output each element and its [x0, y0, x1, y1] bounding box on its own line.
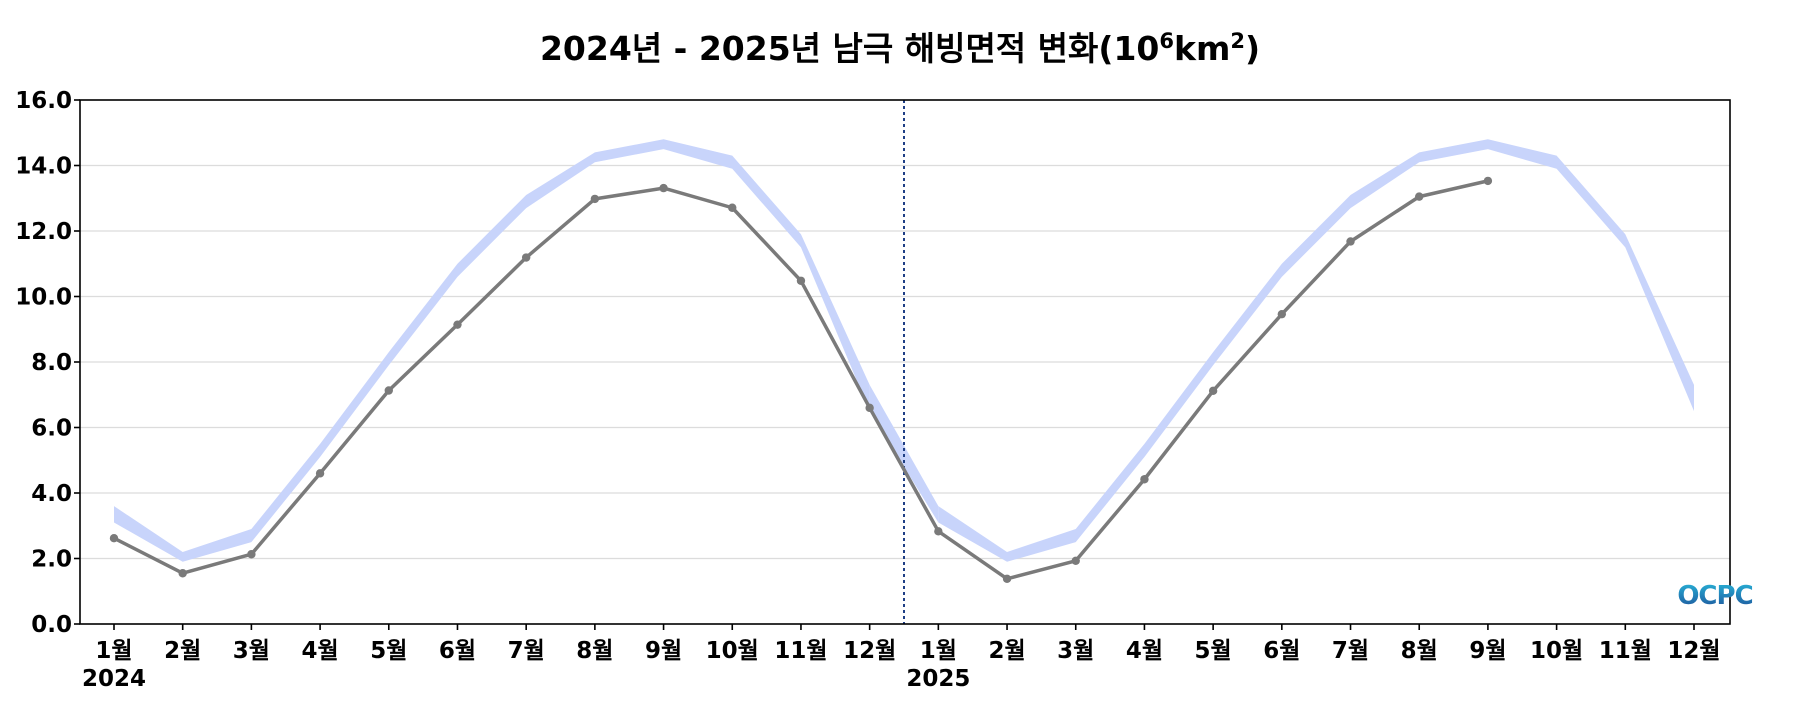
climatology-band-1: [114, 139, 870, 562]
x-tick-label-14: 2월: [988, 638, 1025, 664]
observed-point-11: [796, 276, 806, 285]
x-tick-label-21: 9월: [1469, 638, 1506, 664]
title-exponent-2: 2: [1230, 29, 1245, 53]
chart-title: 2024년 - 2025년 남극 해빙면적 변화(106km2): [540, 29, 1260, 68]
x-tick-label-22: 10월: [1530, 638, 1583, 664]
climatology-band-link: [869, 384, 939, 523]
observed-point-14: [1002, 574, 1012, 584]
x-tick-label-8: 8월: [576, 638, 613, 664]
x-axis-ticks: 1월 2월 3월 4월 5월 6월 7월 8월 9월 10월 11월 12월 1월 2월 3월 4월 5월 6월 7…: [95, 624, 1721, 664]
observed-point-4: [315, 469, 325, 478]
x-tick-label-16: 4월: [1126, 638, 1163, 664]
year-labels: 2024 2025: [82, 666, 970, 692]
observed-point-8: [590, 194, 600, 204]
observed-point-10: [728, 203, 737, 212]
x-tick-label-5: 5월: [370, 638, 407, 664]
observed-point-6: [453, 320, 462, 329]
y-tick-label-1: 2.0: [31, 547, 72, 573]
x-tick-label-6: 6월: [439, 638, 476, 664]
x-tick-label-2: 2월: [164, 638, 201, 664]
observed-point-7: [521, 253, 531, 262]
ocpc-logo: OCPC: [1677, 581, 1753, 611]
year-label-2024: 2024: [82, 666, 146, 692]
y-tick-label-0: 0.0: [31, 612, 72, 638]
y-tick-label-8: 16.0: [15, 88, 72, 114]
grid: [80, 164, 1730, 560]
x-tick-label-19: 7월: [1332, 638, 1369, 664]
climatology-band-layer: [114, 139, 1694, 562]
observed-points-layer: [109, 176, 1493, 584]
observed-point-5: [384, 386, 393, 395]
x-tick-label-23: 11월: [1599, 638, 1652, 664]
x-tick-label-7: 7월: [508, 638, 545, 664]
x-tick-label-17: 5월: [1195, 638, 1232, 664]
observed-point-9: [659, 183, 668, 193]
y-tick-label-7: 14.0: [15, 154, 72, 180]
x-tick-label-1: 1월: [95, 638, 132, 664]
observed-point-20: [1415, 192, 1424, 201]
y-axis-ticks: 0.0 2.0 4.0 6.0 8.0 10.0 12.0 14.0 16.0: [15, 88, 80, 638]
x-tick-label-20: 8월: [1401, 638, 1438, 664]
y-tick-label-4: 8.0: [31, 350, 72, 376]
title-unit: km: [1174, 29, 1230, 68]
title-close-paren: ): [1245, 29, 1260, 68]
observed-point-1: [109, 533, 119, 543]
x-tick-label-11: 11월: [774, 638, 827, 664]
ocpc-logo-text: OCPC: [1677, 581, 1752, 611]
observed-point-17: [1208, 386, 1218, 396]
observed-point-2: [178, 569, 187, 578]
x-tick-label-24: 12월: [1667, 638, 1720, 664]
observed-point-15: [1071, 556, 1080, 565]
y-tick-label-2: 4.0: [31, 481, 72, 507]
observed-point-19: [1346, 237, 1355, 246]
observed-point-21: [1483, 176, 1493, 186]
observed-point-18: [1277, 309, 1287, 319]
observed-point-13: [934, 527, 943, 536]
year-label-2025: 2025: [906, 666, 970, 692]
observed-point-3: [247, 550, 256, 559]
x-tick-label-13: 1월: [920, 638, 957, 664]
x-tick-label-15: 3월: [1057, 638, 1094, 664]
x-tick-label-3: 3월: [233, 638, 270, 664]
climatology-band-2: [938, 139, 1694, 562]
title-exponent-6: 6: [1159, 29, 1174, 53]
observed-point-12: [865, 403, 874, 413]
y-tick-label-6: 12.0: [15, 219, 72, 245]
x-tick-label-10: 10월: [706, 638, 759, 664]
x-tick-label-12: 12월: [843, 638, 896, 664]
title-text: 2024년 - 2025년 남극 해빙면적 변화(10: [540, 29, 1159, 68]
observed-point-16: [1140, 475, 1149, 484]
y-tick-label-3: 6.0: [31, 416, 72, 442]
x-tick-label-4: 4월: [302, 638, 339, 664]
x-tick-label-9: 9월: [645, 638, 682, 664]
x-tick-label-18: 6월: [1263, 638, 1300, 664]
y-tick-label-5: 10.0: [15, 285, 72, 311]
